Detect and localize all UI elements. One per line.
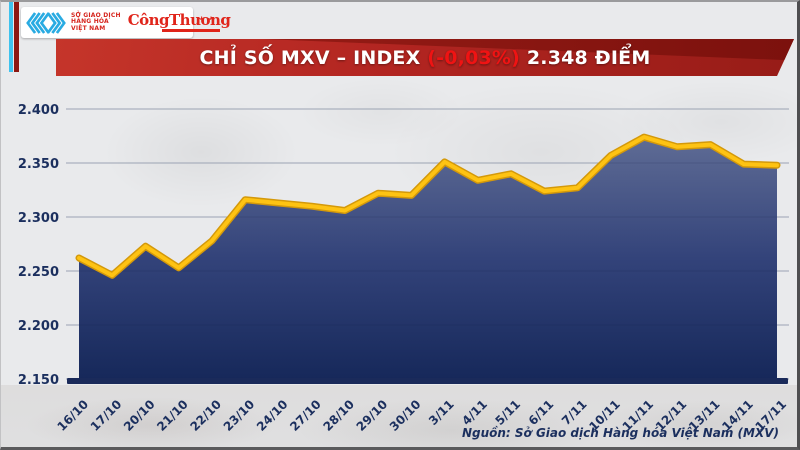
accent-stripe-cyan <box>9 2 13 72</box>
change-percent: (-0,03%) <box>427 46 521 69</box>
x-axis-label: 22/10 <box>187 397 224 434</box>
chart-title: CHỈ SỐ MXV – INDEX (-0,03%) 2.348 ĐIỂM <box>200 47 651 69</box>
y-axis-label: 2.150 <box>18 373 59 388</box>
accent-stripe-darkred <box>14 2 19 72</box>
x-axis-label: 4/11 <box>459 397 490 428</box>
x-axis-label: 20/10 <box>121 397 158 434</box>
area-fill <box>79 137 777 380</box>
x-axis-label: 5/11 <box>493 397 524 428</box>
y-axis-label: 2.300 <box>18 211 59 226</box>
background-photo-watermark <box>1 385 797 447</box>
x-axis-label: 7/11 <box>559 397 590 428</box>
x-axis-label: 17/10 <box>88 397 125 434</box>
x-axis-label: 29/10 <box>354 397 391 434</box>
mxv-chevrons-icon <box>26 11 66 35</box>
y-axis-label: 2.350 <box>18 157 59 172</box>
x-axis-label: 3/11 <box>426 397 457 428</box>
y-axis-label: 2.250 <box>18 265 59 280</box>
index-line-edge <box>75 133 781 279</box>
index-line <box>77 135 779 278</box>
logo-plate: SỞ GIAO DỊCH HÀNG HÓA VIỆT NAM CôngThươn… <box>21 7 231 38</box>
source-note: Nguồn: Sở Giao dịch Hàng hóa Việt Nam (M… <box>461 426 779 440</box>
congthuong-wordmark: CôngThương <box>127 11 231 29</box>
congthuong-logo: CôngThương <box>128 13 231 32</box>
x-axis-label: 6/11 <box>526 397 557 428</box>
title-suffix: 2.348 ĐIỂM <box>520 46 651 69</box>
x-axis-bar <box>67 378 788 384</box>
x-axis-label: 24/10 <box>254 397 291 434</box>
title-banner: CHỈ SỐ MXV – INDEX (-0,03%) 2.348 ĐIỂM <box>56 39 794 76</box>
congthuong-underline <box>161 29 220 32</box>
mxv-logo-text: SỞ GIAO DỊCH HÀNG HÓA VIỆT NAM <box>71 11 121 32</box>
y-axis-label: 2.400 <box>18 103 59 118</box>
x-axis-label: 16/10 <box>55 397 92 434</box>
y-axis-label: 2.200 <box>18 319 59 334</box>
x-axis-label: 21/10 <box>154 397 191 434</box>
x-axis-label: 30/10 <box>387 397 424 434</box>
title-prefix: CHỈ SỐ MXV – INDEX <box>199 46 428 69</box>
x-axis-label: 23/10 <box>221 397 258 434</box>
x-axis-label: 28/10 <box>320 397 357 434</box>
x-axis-label: 27/10 <box>287 397 324 434</box>
